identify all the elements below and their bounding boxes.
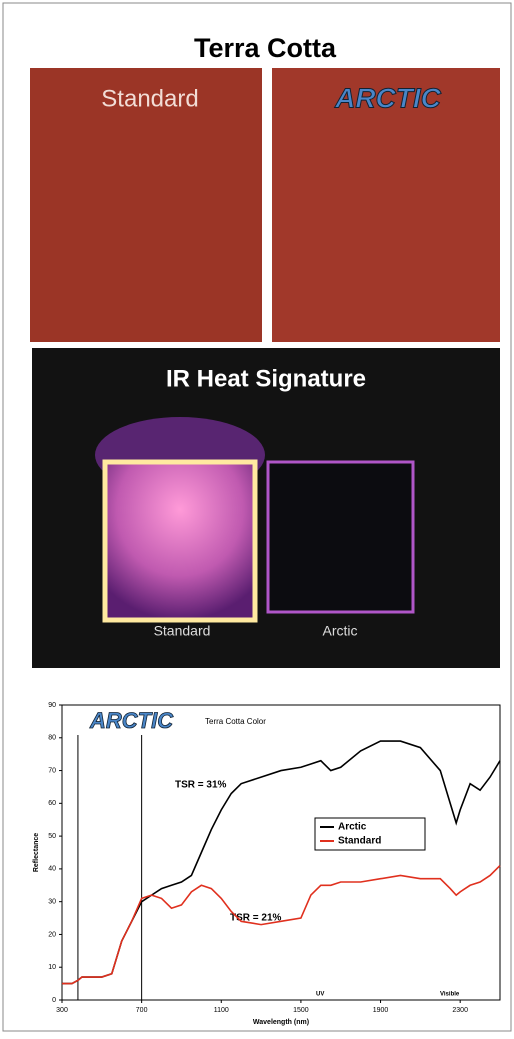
y-tick-label: 70 <box>48 767 56 774</box>
plot-frame <box>62 705 500 1000</box>
tile-label: Standard <box>101 85 198 112</box>
x-tick-label: 2300 <box>452 1007 468 1014</box>
line <box>62 866 500 984</box>
chart-logo: ARCTIC <box>89 708 174 733</box>
region-label: UV <box>316 992 324 998</box>
x-tick-label: 1900 <box>373 1007 389 1014</box>
region-label: Visible <box>440 992 460 998</box>
y-tick-label: 30 <box>48 899 56 906</box>
x-tick-label: 700 <box>136 1007 148 1014</box>
ir-arctic <box>268 462 413 612</box>
y-tick-label: 40 <box>48 866 56 873</box>
y-tick-label: 90 <box>48 702 56 709</box>
ir-panel <box>32 348 500 668</box>
y-tick-label: 20 <box>48 931 56 938</box>
x-tick-label: 1100 <box>214 1007 229 1014</box>
y-tick-label: 60 <box>48 800 56 807</box>
legend-label: Standard <box>338 836 381 847</box>
x-tick-label: 1500 <box>293 1007 309 1014</box>
chart-subtitle: Terra Cotta Color <box>205 717 266 726</box>
y-tick-label: 0 <box>52 997 56 1004</box>
logo: ARCTIC <box>334 82 442 113</box>
ir-label: Arctic <box>323 623 358 639</box>
y-tick-label: 10 <box>48 964 56 971</box>
legend-label: Arctic <box>338 822 367 833</box>
chart: 0 10 20 30 40 50 60 70 80 90 300 700 1100 1500 1900 230… <box>33 702 514 1026</box>
page: Terra Cotta Standard ARCTIC IR Heat Sign… <box>0 0 514 1034</box>
y-axis-label: Reflectance <box>33 833 40 872</box>
ir-standard <box>105 462 255 620</box>
line <box>62 741 500 984</box>
figure: Terra Cotta Standard ARCTIC IR Heat Sign… <box>0 0 514 1034</box>
ir-title: IR Heat Signature <box>166 365 366 392</box>
title: Terra Cotta <box>194 33 337 63</box>
y-tick-label: 80 <box>48 735 56 742</box>
ir-label: Standard <box>154 623 211 639</box>
x-tick-label: 300 <box>56 1007 68 1014</box>
annotation: TSR = 31% <box>175 780 227 791</box>
x-axis-label: Wavelength (nm) <box>253 1019 309 1026</box>
y-tick-label: 50 <box>48 833 56 840</box>
